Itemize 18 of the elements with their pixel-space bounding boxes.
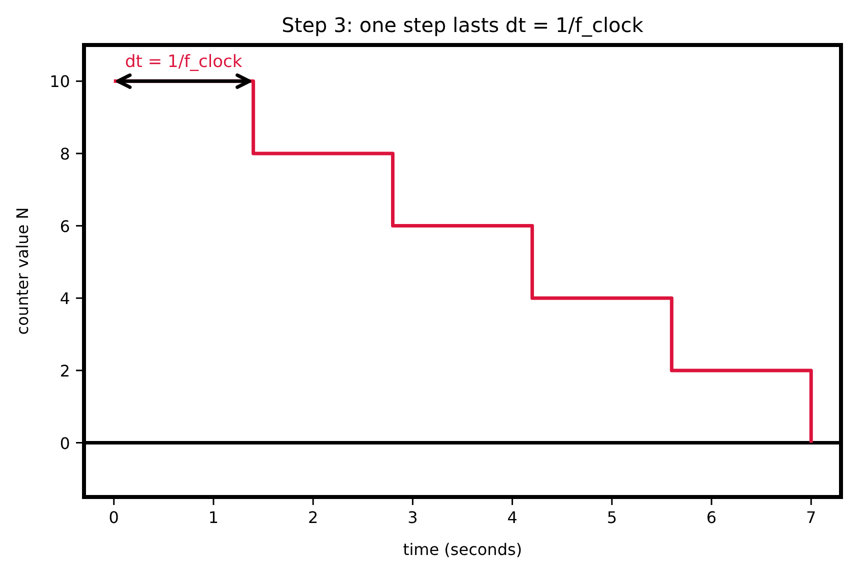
- y-tick-label: 2: [60, 361, 70, 380]
- y-tick-label: 8: [60, 144, 70, 164]
- x-tick-label: 7: [806, 508, 816, 527]
- x-axis-title: time (seconds): [402, 540, 522, 559]
- x-tick-label: 5: [606, 508, 617, 527]
- y-axis-title: counter value N: [13, 207, 32, 335]
- y-tick-label: 4: [60, 289, 70, 308]
- y-tick-label: 10: [50, 72, 70, 92]
- x-tick-label: 0: [108, 508, 119, 527]
- x-tick-label: 6: [706, 508, 717, 527]
- x-tick-label: 4: [507, 508, 518, 527]
- y-tick-label: 0: [60, 434, 70, 453]
- x-tick-label: 2: [308, 508, 318, 527]
- chart-title: Step 3: one step lasts dt = 1/f_clock: [282, 13, 644, 37]
- x-tick-label: 3: [408, 508, 418, 527]
- annotation: dt = 1/f_clock: [125, 52, 242, 72]
- y-tick-label: 6: [60, 216, 70, 236]
- x-tick-label: 1: [208, 508, 219, 527]
